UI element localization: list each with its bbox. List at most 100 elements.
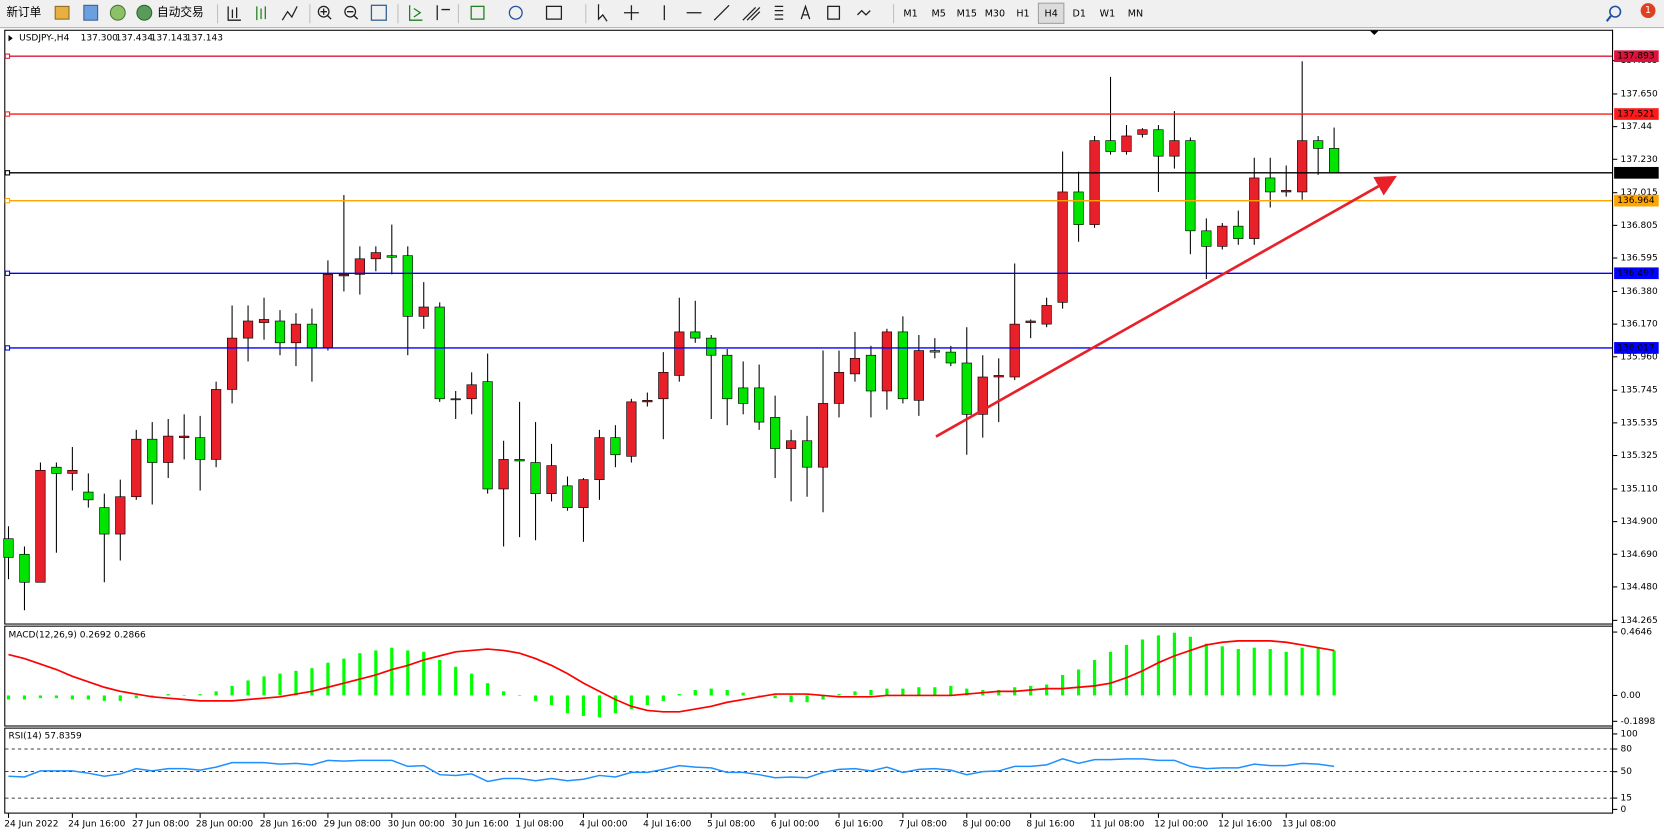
candle-body [306, 323, 318, 348]
price-level-line-label: 136.964 [1617, 196, 1655, 206]
candle-body [785, 440, 797, 449]
x-tick-label: 4 Jul 00:00 [579, 820, 628, 830]
macd-bar [1316, 647, 1320, 696]
trend-arrow[interactable] [935, 175, 1397, 438]
current-price-line-label: 137.143 [1617, 168, 1655, 178]
candle-body [99, 507, 110, 535]
y-tick-label: 134.480 [1620, 582, 1658, 592]
price-level-line-handle [4, 197, 11, 204]
candle-body [1249, 177, 1260, 239]
y-tick-label: 135.110 [1620, 484, 1658, 494]
candle-body [817, 403, 829, 468]
price-level-line-label-box [1614, 267, 1659, 280]
rsi-line [8, 758, 1335, 783]
macd-bar [262, 676, 266, 696]
symbol-info: USDJPY-,H4 [19, 34, 69, 44]
macd-bar [1220, 646, 1224, 696]
macd-bar [853, 691, 857, 696]
candle-body [19, 553, 30, 583]
icon[interactable] [54, 5, 70, 20]
candle-body [1089, 140, 1100, 225]
candle-body [993, 375, 1004, 378]
price-level-line-handle [4, 111, 11, 117]
x-tick-label: 7 Jul 08:00 [899, 820, 948, 830]
macd-bar [741, 692, 745, 696]
timeframe-button[interactable]: W1 [1100, 8, 1116, 19]
ohlc-value: 137.143 [186, 34, 224, 44]
candle-body [722, 354, 733, 400]
candle-body [1217, 225, 1228, 247]
candle-body [578, 479, 589, 508]
timeframe-button[interactable]: H1 [1016, 8, 1029, 19]
new-order-button[interactable]: 新订单 [6, 5, 41, 19]
candle-body [562, 485, 573, 508]
candle-body [338, 274, 349, 277]
timeframe-button[interactable]: MN [1128, 8, 1143, 19]
macd-bar [38, 695, 43, 699]
macd-bar [70, 695, 74, 700]
timeframe-button[interactable]: M5 [932, 8, 946, 19]
timeframe-button[interactable]: M30 [985, 8, 1005, 19]
candle-body [1233, 225, 1244, 239]
macd-bar [310, 668, 314, 696]
price-level-line-label: 137.893 [1617, 52, 1655, 62]
timeframe-button[interactable]: H4 [1045, 8, 1058, 19]
macd-bar [86, 695, 90, 700]
icon[interactable] [83, 4, 99, 21]
candle-body [211, 389, 222, 460]
y-tick-label: 135.535 [1620, 418, 1657, 428]
price-level-line-label: 136.497 [1617, 269, 1654, 279]
candle-body [961, 362, 972, 415]
candle-body [897, 331, 908, 400]
chart-shift-marker [1370, 30, 1379, 36]
macd-bar [1092, 659, 1097, 696]
x-tick-label: 28 Jun 16:00 [260, 820, 318, 830]
current-price-line-handle [4, 170, 11, 176]
timeframe-button[interactable]: D1 [1073, 8, 1086, 19]
ohlc-value: 137.434 [116, 34, 154, 44]
candle-body [402, 255, 413, 317]
auto-trading-button[interactable]: 自动交易 [157, 5, 204, 19]
macd-bar [342, 658, 346, 696]
symbol-marker [8, 35, 13, 42]
y-tick-label: 137.650 [1620, 89, 1658, 99]
candle-body [418, 306, 429, 317]
x-tick-label: 8 Jul 16:00 [1026, 820, 1075, 830]
candle-body [977, 376, 988, 415]
price-level-line-handle [4, 270, 11, 276]
candle-body [322, 274, 334, 348]
price-level-line-label: 137.521 [1617, 110, 1654, 120]
candle-body [35, 469, 46, 583]
toolbar-icons[interactable] [227, 4, 871, 22]
x-tick-label: 4 Jul 16:00 [643, 820, 692, 830]
candle-body [67, 469, 78, 474]
candle-body [258, 319, 270, 323]
timeframe-button[interactable]: M15 [957, 8, 977, 19]
candle-body [115, 496, 126, 535]
macd-bar [661, 695, 665, 701]
candle-body [179, 435, 190, 438]
macd-bar [6, 695, 11, 700]
macd-bar [454, 666, 458, 696]
notification-badge[interactable] [1640, 3, 1656, 19]
current-price-line-label-box [1614, 166, 1659, 179]
candle-body [1073, 191, 1084, 225]
candle-body [865, 354, 877, 392]
candle-body [929, 350, 940, 353]
macd-bar [901, 688, 905, 696]
macd-bar [214, 691, 218, 696]
price-level-line-label: 136.017 [1617, 343, 1654, 353]
timeframe-button[interactable]: M1 [903, 8, 917, 19]
candle-body [658, 372, 669, 400]
auto-trading-icon[interactable] [136, 4, 153, 21]
candle-body [530, 462, 541, 494]
price-level-line-label-box [1614, 108, 1659, 120]
toolbar [0, 0, 1664, 28]
search-icon[interactable] [1609, 5, 1622, 18]
icon[interactable] [109, 4, 126, 21]
macd-bar [1076, 669, 1081, 696]
candle-body [163, 435, 174, 463]
price-level-line-handle [4, 53, 11, 59]
candle-body [1329, 148, 1340, 174]
